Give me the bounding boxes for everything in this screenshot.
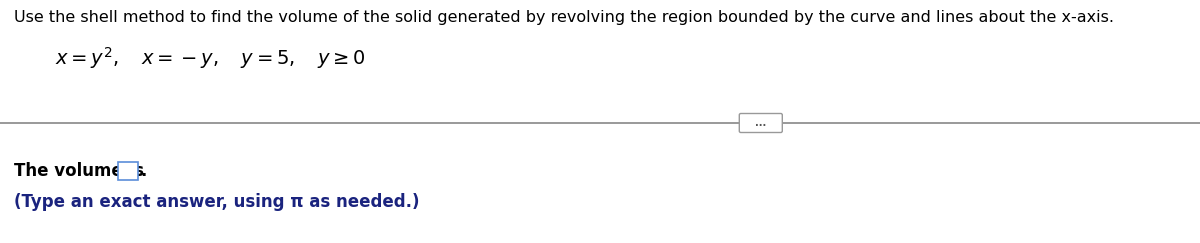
FancyBboxPatch shape [118, 162, 138, 180]
Text: The volume is: The volume is [14, 162, 144, 180]
Text: ...: ... [755, 118, 767, 128]
FancyBboxPatch shape [739, 113, 782, 132]
Text: $x=y^2,$   $x=-y,$   $y=5,$   $y\geq 0$: $x=y^2,$ $x=-y,$ $y=5,$ $y\geq 0$ [55, 45, 366, 71]
Text: Use the shell method to find the volume of the solid generated by revolving the : Use the shell method to find the volume … [14, 10, 1114, 25]
Text: .: . [140, 162, 146, 180]
Text: (Type an exact answer, using π as needed.): (Type an exact answer, using π as needed… [14, 193, 420, 211]
